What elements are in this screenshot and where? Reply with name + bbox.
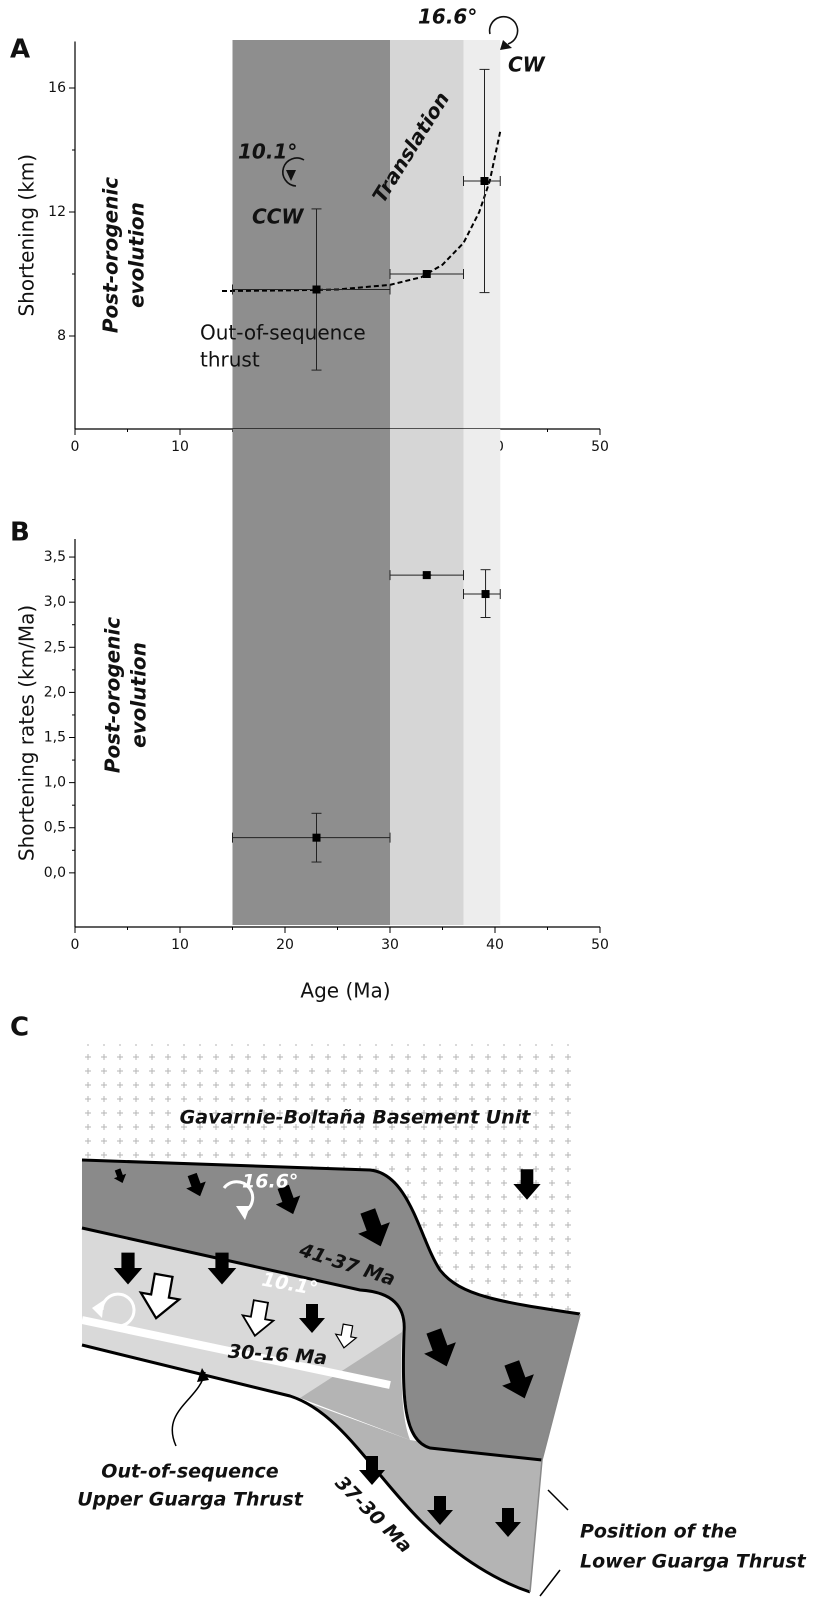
basement-label: Gavarnie-Boltaña Basement Unit [180, 1107, 532, 1129]
leader-line [171, 1371, 206, 1447]
rotation-angle: 10.1° [238, 140, 297, 164]
rotation-arrow [282, 157, 305, 187]
thrust-label: thrust [200, 348, 260, 372]
age-band [390, 40, 464, 429]
thrust-label: Out-of-sequence [101, 1461, 279, 1483]
leader-head [197, 1368, 209, 1382]
unit-edge [529, 1313, 581, 1593]
x-tick-label: 10 [171, 937, 189, 953]
y-axis-title: Shortening rates (km/Ma) [15, 605, 39, 861]
data-point [312, 285, 321, 294]
y-tick-label: 12 [48, 204, 66, 220]
stage-label: Post-orogenic [99, 177, 123, 333]
y-tick-label: 3,0 [44, 594, 66, 610]
age-band [463, 429, 501, 925]
rotation-arrow-head [92, 1300, 104, 1318]
x-axis-title: Age (Ma) [300, 979, 390, 1003]
y-tick-label: 2,5 [44, 639, 66, 655]
x-tick-label: 50 [591, 937, 609, 953]
rotation-arrow [488, 15, 519, 45]
thrust-label: Out-of-sequence [200, 321, 366, 345]
rotation-arrow-head [286, 170, 296, 181]
age-band [232, 429, 390, 925]
y-tick-label: 1,0 [44, 775, 66, 791]
upper-guarga-thrust [81, 1316, 391, 1389]
rotation-arrow-head [236, 1206, 250, 1220]
y-tick-label: 0,0 [44, 865, 66, 881]
rotation-angle: 16.6° [418, 5, 477, 29]
y-tick-label: 3,5 [44, 549, 66, 565]
rotation-angle: 16.6° [242, 1171, 298, 1193]
rotation-sense: CW [508, 53, 546, 77]
y-tick-label: 8 [57, 328, 66, 344]
y-tick-label: 16 [48, 80, 66, 96]
data-point [481, 590, 490, 599]
rotation-arrow [100, 1292, 136, 1328]
x-tick-label: 30 [381, 937, 399, 953]
x-tick-label: 50 [591, 439, 609, 455]
unit-37-30 [300, 1332, 410, 1440]
thrust-label: Lower Guarga Thrust [580, 1551, 807, 1573]
leader-line [539, 1489, 569, 1597]
x-tick-label: 0 [71, 937, 80, 953]
age-band [232, 40, 390, 429]
x-tick-label: 10 [171, 439, 189, 455]
age-band [390, 429, 464, 925]
unit-boundary [81, 1343, 531, 1594]
data-point [422, 571, 431, 580]
x-tick-label: 20 [276, 937, 294, 953]
unit-41-37 [82, 1160, 580, 1460]
unit-37-30 [290, 1396, 542, 1592]
data-point [480, 177, 489, 185]
rotation-sense: CCW [252, 205, 304, 229]
unit-boundary [81, 1226, 543, 1462]
cross-section: C [10, 1013, 807, 1597]
panel-label: B [10, 518, 30, 548]
stage-label: evolution [127, 642, 151, 748]
y-axis-title: Shortening (km) [15, 154, 39, 317]
data-point [312, 833, 321, 842]
age-band [463, 40, 501, 429]
thrust-label: Position of the [580, 1521, 737, 1543]
data-point [422, 270, 431, 278]
rotation-arrow-head [500, 40, 512, 50]
y-tick-label: 0,5 [44, 820, 66, 836]
stage-label: Post-orogenic [101, 617, 125, 773]
x-tick-label: 0 [71, 439, 80, 455]
panel-label: A [10, 35, 30, 65]
x-tick-label: 40 [486, 937, 504, 953]
thrust-label: Upper Guarga Thrust [77, 1489, 304, 1511]
basement-thrust [81, 1158, 581, 1316]
y-tick-label: 1,5 [44, 730, 66, 746]
panel-label: C [10, 1013, 29, 1043]
y-tick-label: 2,0 [44, 684, 66, 700]
plot-layer: 0 10 20 30 40 50 8 12 16 Age (Ma) Shortening (km) 0… [15, 40, 609, 1003]
stage-label: evolution [125, 202, 149, 308]
